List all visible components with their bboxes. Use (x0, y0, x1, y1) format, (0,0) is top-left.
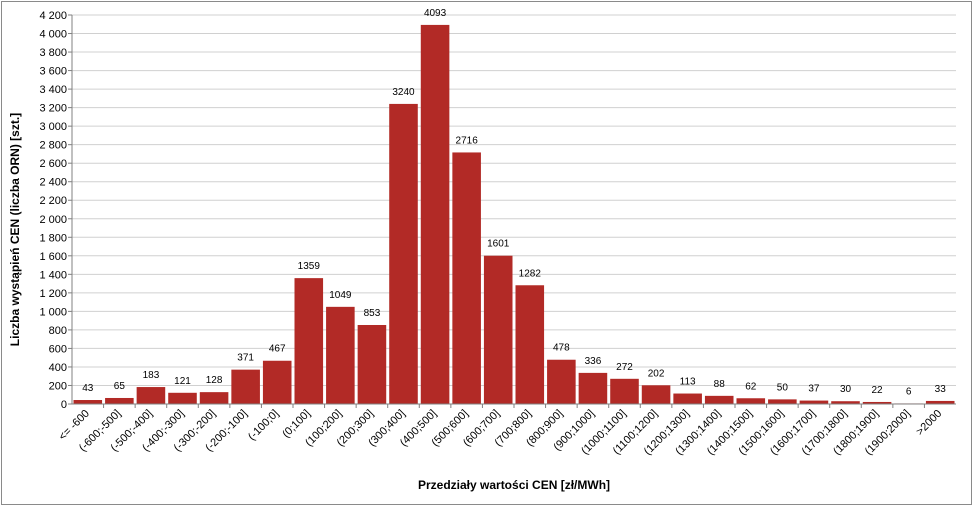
bar-value-label: 128 (206, 375, 223, 386)
bar (673, 393, 702, 404)
data-labels: 43 65 183 121 128 371 467 1359 1049 853 3240 4093 27… (82, 8, 946, 398)
bar (799, 400, 829, 404)
y-tick-label: 3 600 (39, 66, 67, 78)
y-tick-label: 600 (49, 343, 67, 355)
y-tick-label: 400 (49, 362, 67, 374)
y-tick-label: 1 000 (39, 306, 67, 318)
bar (704, 395, 734, 404)
bar (925, 400, 955, 404)
bar-value-label: 853 (364, 308, 381, 319)
bar (73, 400, 103, 404)
bar (294, 278, 324, 404)
bar (768, 399, 797, 404)
bar (357, 324, 387, 404)
y-tick-label: 3 800 (39, 47, 67, 59)
y-tick-label: 1 200 (39, 288, 67, 300)
y-tick-label: 4 200 (39, 10, 67, 22)
bar (262, 360, 292, 404)
bar-value-label: 22 (872, 385, 884, 396)
y-tick-label: 3 000 (39, 121, 67, 133)
bar-value-label: 6 (906, 386, 912, 397)
bar-value-label: 113 (680, 377, 696, 388)
y-axis-title: Liczba wystąpień CEN (liczba ORN) [szt.] (8, 113, 22, 346)
y-tick-label: 200 (49, 380, 67, 392)
bar (105, 397, 134, 404)
bar-value-label: 1282 (519, 268, 542, 279)
bar (452, 152, 481, 404)
bar-value-label: 336 (585, 356, 602, 367)
y-tick-label: 0 (61, 399, 67, 411)
bar-value-label: 50 (777, 382, 789, 393)
bar (515, 285, 545, 404)
bar (862, 401, 892, 404)
bar (831, 401, 860, 404)
x-tick-label: (-100;0] (246, 408, 281, 443)
y-tick-label: 2 800 (39, 140, 67, 152)
bar (547, 359, 576, 404)
bar-value-label: 272 (616, 362, 633, 373)
bar-value-label: 121 (174, 376, 191, 387)
bar (168, 392, 197, 404)
bar-value-label: 478 (553, 343, 570, 354)
y-tick-label: 4 000 (39, 29, 67, 41)
x-tick-label: >2000 (914, 408, 944, 438)
y-tick-label: 2 400 (39, 177, 67, 189)
bar-value-label: 62 (745, 381, 757, 392)
bar-value-label: 1049 (329, 290, 352, 301)
y-tick-label: 2 000 (39, 214, 67, 226)
bar (420, 24, 450, 404)
y-tick-label: 2 200 (39, 195, 67, 207)
bar (578, 372, 608, 404)
bar-value-label: 3240 (392, 87, 415, 98)
bar-value-label: 183 (143, 370, 160, 381)
bar-value-label: 65 (114, 381, 126, 392)
bar (136, 387, 166, 404)
y-axis-ticks: 0 200 400 600 800 1 000 1 200 1 400 1 600 1 800 2 … (39, 10, 72, 411)
bar (641, 385, 671, 404)
y-tick-label: 1 400 (39, 269, 67, 281)
y-tick-label: 1 600 (39, 251, 67, 263)
bar-value-label: 43 (82, 383, 94, 394)
bar (736, 398, 766, 404)
bar-value-label: 2716 (456, 135, 479, 146)
bars (73, 24, 955, 405)
bar-value-label: 202 (648, 368, 665, 379)
bar (610, 378, 639, 404)
bar-value-label: 37 (808, 384, 820, 395)
x-axis-title: Przedziały wartości CEN [zł/MWh] (418, 478, 610, 492)
bar-value-label: 371 (237, 353, 254, 364)
bar (199, 392, 229, 404)
bar (231, 369, 260, 404)
y-tick-label: 800 (49, 325, 67, 337)
x-axis-ticks: <= -600(-600;-500](-500;-400](-400;-300]… (57, 404, 944, 458)
bar-value-label: 30 (840, 384, 852, 395)
bar-value-label: 467 (269, 344, 286, 355)
bar-value-label: 1359 (298, 261, 321, 272)
y-tick-label: 3 200 (39, 103, 67, 115)
bar (483, 255, 513, 404)
y-tick-label: 3 400 (39, 84, 67, 96)
y-tick-label: 2 600 (39, 158, 67, 170)
bar-value-label: 1601 (487, 239, 510, 250)
bar-value-label: 88 (714, 379, 726, 390)
gridlines (72, 14, 956, 405)
bar (389, 103, 418, 405)
y-tick-label: 1 800 (39, 232, 67, 244)
bar-value-label: 4093 (424, 8, 447, 19)
bar (326, 306, 355, 404)
bar-value-label: 33 (935, 384, 947, 395)
